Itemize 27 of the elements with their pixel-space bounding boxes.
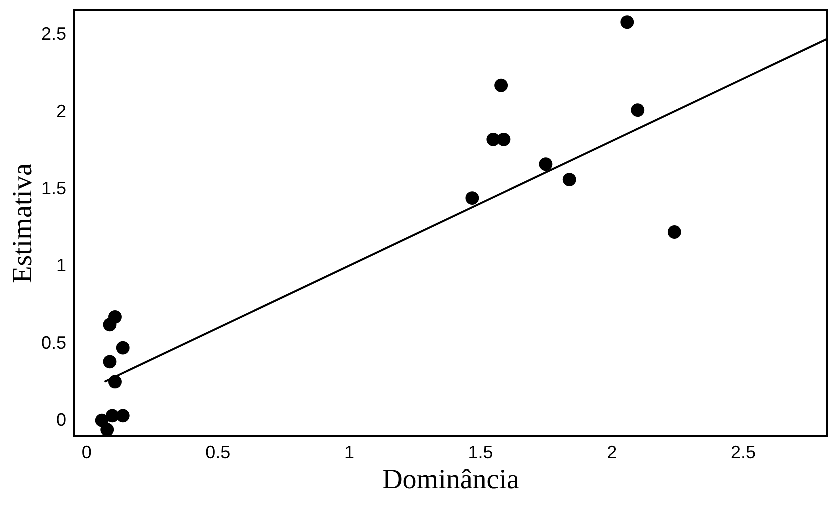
x-axis-title: Dominância (382, 464, 520, 496)
y-tick-label: 0 (56, 410, 66, 430)
y-tick-label: 1 (56, 256, 66, 276)
y-axis-title: Estimativa (7, 163, 38, 284)
point (620, 16, 634, 30)
x-tick-label: 2.5 (730, 442, 756, 462)
x-tick-label: 0 (82, 442, 92, 462)
point (100, 423, 114, 437)
point (466, 192, 480, 205)
point (539, 158, 553, 172)
point (631, 104, 645, 118)
point (116, 409, 130, 423)
x-tick-label: 1.5 (468, 442, 494, 462)
y-tick-label: 0.5 (41, 332, 66, 353)
x-tick-label: 0.5 (206, 442, 231, 462)
x-tick-label: 2 (607, 442, 618, 462)
point (116, 341, 130, 355)
y-tick-label: 2 (56, 101, 66, 122)
point (103, 355, 117, 369)
point (562, 173, 576, 186)
point (668, 226, 682, 239)
point (108, 310, 122, 324)
point (494, 78, 508, 92)
y-tick-label: 2.5 (41, 24, 66, 44)
y-tick-label: 1.5 (41, 178, 66, 199)
x-tick-label: 1 (344, 442, 354, 462)
point (497, 132, 511, 146)
